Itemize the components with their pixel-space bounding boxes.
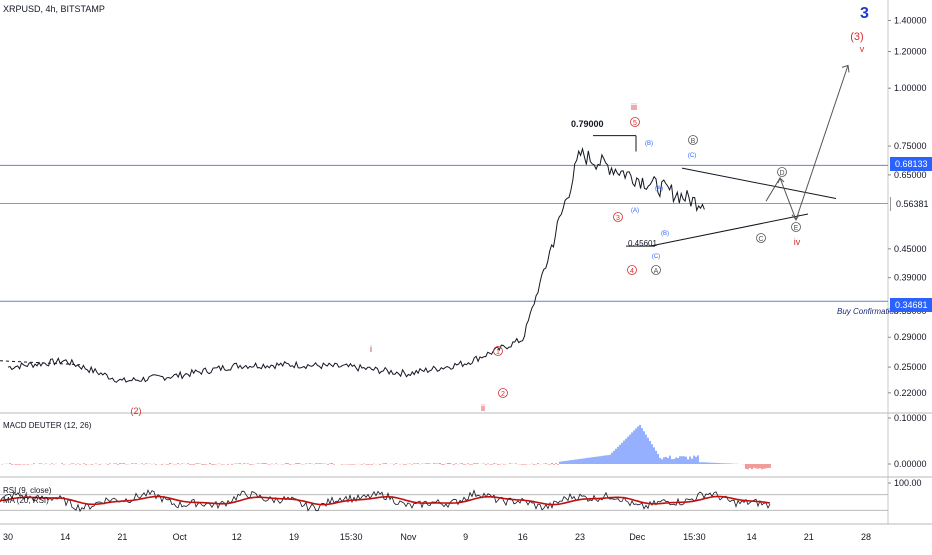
circled-wave-3-ring bbox=[613, 212, 623, 222]
circled-wave-3: 3 bbox=[616, 215, 620, 222]
early-dashed-line bbox=[0, 360, 81, 366]
circled-wave-1: 1 bbox=[496, 349, 500, 356]
price-tick-label-10: 0.22000 bbox=[894, 388, 927, 398]
sub-wave-b-paren-2: (B) bbox=[661, 231, 669, 237]
wave-ii-label: ii bbox=[481, 403, 485, 413]
buy-confirmation-label: Buy Confirmation bbox=[837, 307, 899, 316]
time-tick-label-14: 21 bbox=[804, 532, 814, 542]
triangle-lower-line bbox=[649, 213, 809, 247]
time-tick-label-2: 21 bbox=[117, 532, 127, 542]
triangle-wave-b-ring bbox=[688, 135, 698, 145]
price-tick-label-5: 0.45000 bbox=[894, 244, 927, 254]
peak-price-label: 0.79000 bbox=[571, 119, 604, 129]
rsi-line bbox=[0, 489, 771, 513]
rsi-ma-title: MA (20, RSI) bbox=[3, 496, 49, 505]
price-badge-0-56381: 0.56381 bbox=[890, 197, 932, 211]
price-tick-label-8: 0.29000 bbox=[894, 332, 927, 342]
projection-d-arrowhead bbox=[777, 177, 785, 184]
circled-wave-4-ring bbox=[627, 265, 637, 275]
triangle-upper-line bbox=[681, 167, 837, 199]
price-badge-0-34681: 0.34681 bbox=[890, 298, 932, 312]
time-tick-label-13: 14 bbox=[747, 532, 757, 542]
sub-wave-c-paren-2: (C) bbox=[688, 153, 696, 159]
time-tick-label-1: 14 bbox=[60, 532, 70, 542]
wave-iii-label: iii bbox=[631, 102, 637, 112]
price-badge-0-68133: 0.68133 bbox=[890, 157, 932, 171]
triangle-wave-a: A bbox=[654, 268, 659, 275]
projection-arrowhead bbox=[841, 64, 850, 73]
projection-path bbox=[765, 65, 849, 222]
triangle-wave-a-ring bbox=[651, 265, 661, 275]
wave-i-label: i bbox=[370, 344, 372, 354]
circled-wave-1-ring bbox=[493, 346, 503, 356]
price-series-line bbox=[7, 146, 705, 383]
time-tick-label-15: 28 bbox=[861, 532, 871, 542]
wave-iv-label: iv bbox=[794, 237, 801, 247]
time-tick-label-12: 15:30 bbox=[683, 532, 706, 542]
rsi-tick-label: 100.00 bbox=[894, 478, 922, 488]
rsi-indicator-title: RSI (9, close) bbox=[3, 486, 52, 495]
macd-tick-label-1: 0.00000 bbox=[894, 459, 927, 469]
circled-wave-4: 4 bbox=[630, 268, 634, 275]
rsi-ma-line bbox=[0, 495, 771, 506]
price-tick-label-2: 1.00000 bbox=[894, 83, 927, 93]
sub-wave-a-paren-2: (A) bbox=[631, 208, 639, 214]
time-tick-label-10: 23 bbox=[575, 532, 585, 542]
wave-3-primary-label: (3) bbox=[850, 31, 863, 43]
time-tick-label-4: 12 bbox=[232, 532, 242, 542]
triangle-wave-b: B bbox=[691, 138, 696, 145]
wave-v-label: v bbox=[860, 44, 865, 54]
price-tick-label-0: 1.40000 bbox=[894, 15, 927, 25]
macd-indicator-title: MACD DEUTER (12, 26) bbox=[3, 421, 92, 430]
sub-wave-a-paren: (A) bbox=[655, 186, 663, 192]
price-tick-label-3: 0.75000 bbox=[894, 141, 927, 151]
low-price-label: 0.45601 bbox=[628, 239, 657, 248]
price-tick-label-6: 0.39000 bbox=[894, 273, 927, 283]
time-tick-label-7: Nov bbox=[400, 532, 417, 542]
time-tick-label-0: 30 bbox=[3, 532, 13, 542]
circled-wave-2-ring bbox=[498, 388, 508, 398]
triangle-wave-d: D bbox=[779, 170, 784, 177]
triangle-wave-d-ring bbox=[777, 167, 787, 177]
sub-wave-b-paren: (B) bbox=[645, 141, 653, 147]
macd-tick-label-0: 0.10000 bbox=[894, 413, 927, 423]
triangle-wave-c-ring bbox=[756, 233, 766, 243]
triangle-wave-e-ring bbox=[791, 222, 801, 232]
time-tick-label-8: 9 bbox=[463, 532, 468, 542]
price-tick-label-1: 1.20000 bbox=[894, 46, 927, 56]
price-tick-label-9: 0.25000 bbox=[894, 362, 927, 372]
circled-wave-5-ring bbox=[630, 117, 640, 127]
time-tick-label-6: 15:30 bbox=[340, 532, 363, 542]
wave-2-primary-label: (2) bbox=[131, 406, 142, 416]
macd-histogram bbox=[1, 424, 771, 470]
time-tick-label-3: Oct bbox=[173, 532, 188, 542]
sub-wave-c-paren: (C) bbox=[652, 254, 660, 260]
price-tick-label-4: 0.65000 bbox=[894, 170, 927, 180]
time-tick-label-11: Dec bbox=[629, 532, 646, 542]
circled-wave-5: 5 bbox=[633, 120, 637, 127]
time-tick-label-9: 16 bbox=[518, 532, 528, 542]
triangle-wave-e: E bbox=[794, 225, 799, 232]
projection-e-arrowhead bbox=[791, 214, 800, 221]
time-tick-label-5: 19 bbox=[289, 532, 299, 542]
wave-3-big-label: 3 bbox=[860, 5, 869, 22]
circled-wave-2: 2 bbox=[501, 391, 505, 398]
triangle-wave-c: C bbox=[758, 236, 763, 243]
symbol-title: XRPUSD, 4h, BITSTAMP bbox=[3, 4, 105, 14]
